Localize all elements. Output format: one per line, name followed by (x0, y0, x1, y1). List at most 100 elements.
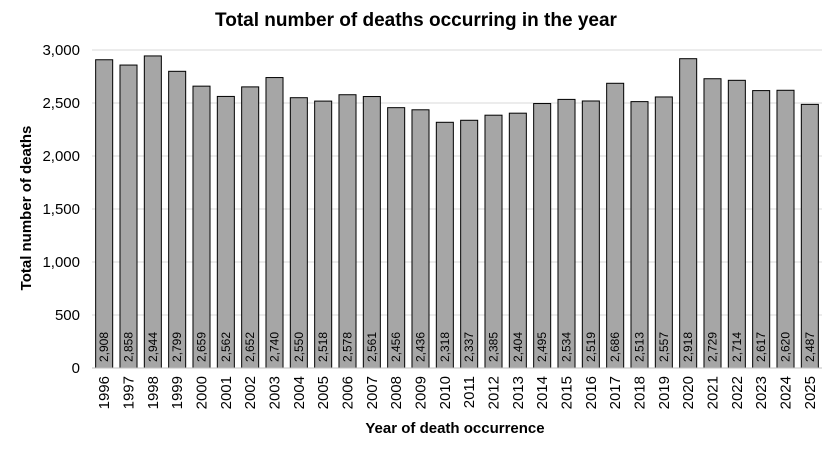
x-tick-label: 2025 (802, 376, 819, 409)
bar-value-label: 2,518 (316, 332, 330, 362)
bar-value-label: 2,617 (754, 332, 768, 362)
bar (265, 77, 284, 369)
x-axis-ticks: 1996 1997 1998 1999 2000 2001 2002 2003 2004 2005… (96, 376, 819, 409)
bar (800, 103, 819, 369)
bar-value-label: 2,487 (803, 332, 817, 362)
x-tick-label: 2023 (753, 376, 770, 409)
x-tick-label: 2010 (437, 376, 454, 409)
x-tick-label: 2022 (729, 376, 746, 409)
x-tick-label: 2013 (510, 376, 527, 409)
bar-value-label: 2,659 (195, 332, 209, 362)
bar (289, 97, 308, 369)
x-tick-label: 2004 (291, 376, 308, 409)
x-tick-label: 2024 (778, 376, 795, 409)
x-tick-label: 2017 (607, 376, 624, 409)
bar (435, 121, 454, 369)
bar-value-label: 2,456 (389, 332, 403, 362)
bar (362, 96, 381, 369)
bar-value-label: 2,318 (438, 332, 452, 362)
y-tick-label: 1,500 (42, 201, 80, 218)
x-tick-label: 2007 (364, 376, 381, 409)
bar-value-label: 2,495 (535, 332, 549, 362)
x-tick-label: 1999 (169, 376, 186, 409)
bar-value-label: 2,714 (730, 332, 744, 362)
x-tick-label: 2011 (461, 376, 478, 408)
bar (484, 114, 503, 369)
x-tick-label: 2021 (705, 376, 722, 409)
bar-value-label: 2,557 (657, 332, 671, 362)
y-axis-title: Total number of deaths (18, 126, 35, 291)
x-tick-label: 2001 (218, 376, 235, 409)
y-tick-label: 2,500 (42, 95, 80, 112)
bar (241, 86, 260, 369)
y-tick-label: 3,000 (42, 42, 80, 59)
bar (119, 64, 138, 369)
bar (387, 107, 406, 369)
x-tick-label: 2008 (388, 376, 405, 409)
x-tick-label: 2019 (656, 376, 673, 409)
x-axis-title: Year of death occurrence (365, 420, 544, 437)
x-tick-label: 1998 (145, 376, 162, 409)
x-tick-label: 2005 (315, 376, 332, 409)
bar (460, 119, 479, 369)
bar (727, 79, 746, 369)
bar-value-label: 2,799 (170, 332, 184, 362)
bar-value-label: 2,550 (292, 332, 306, 362)
bar-value-label: 2,944 (146, 332, 160, 362)
bar-value-label: 2,436 (414, 332, 428, 362)
bar (508, 112, 527, 369)
bar (606, 82, 625, 369)
x-tick-label: 1996 (96, 376, 113, 409)
bar-value-label: 2,562 (219, 332, 233, 362)
x-tick-label: 2018 (632, 376, 649, 409)
bar (533, 103, 552, 369)
bar-value-label: 2,918 (681, 332, 695, 362)
bar (654, 96, 673, 369)
bar (143, 55, 162, 369)
x-tick-label: 2006 (340, 376, 357, 409)
y-tick-label: 2,000 (42, 148, 80, 165)
bar (192, 85, 211, 369)
bars: 2,908 2,858 2,944 2,799 2,659 2,562 2,652 2,740… (95, 55, 819, 369)
x-tick-label: 2009 (413, 376, 430, 409)
y-axis-ticks: 0 500 1,000 1,500 2,000 2,500 3,000 (42, 42, 80, 377)
bar (411, 109, 430, 369)
bar-value-label: 2,404 (511, 332, 525, 362)
bar-value-label: 2,686 (608, 332, 622, 362)
bar-value-label: 2,385 (487, 332, 501, 362)
bar (703, 78, 722, 369)
bar-value-label: 2,908 (97, 332, 111, 362)
chart-title: Total number of deaths occurring in the … (215, 10, 617, 31)
bar-value-label: 2,858 (122, 332, 136, 362)
bar (752, 90, 771, 369)
bar-value-label: 2,513 (633, 332, 647, 362)
bar-value-label: 2,561 (365, 332, 379, 362)
bar-value-label: 2,578 (341, 332, 355, 362)
x-tick-label: 1997 (121, 376, 138, 409)
bar (581, 100, 600, 369)
bar (338, 94, 357, 369)
bar-value-label: 2,337 (462, 332, 476, 362)
bar-value-label: 2,519 (584, 332, 598, 362)
bar-value-label: 2,534 (560, 332, 574, 362)
y-tick-label: 1,000 (42, 254, 80, 271)
x-tick-label: 2002 (242, 376, 259, 409)
x-tick-label: 2020 (680, 376, 697, 409)
x-tick-label: 2003 (267, 376, 284, 409)
bar (679, 58, 698, 369)
bar (557, 98, 576, 369)
bar-value-label: 2,740 (268, 332, 282, 362)
x-tick-label: 2016 (583, 376, 600, 409)
gridlines (92, 49, 822, 316)
bar (314, 100, 333, 369)
y-tick-label: 500 (55, 307, 80, 324)
y-tick-label: 0 (72, 360, 80, 377)
bar-value-label: 2,620 (779, 332, 793, 362)
bar (216, 95, 235, 369)
x-tick-label: 2012 (486, 376, 503, 409)
bar-value-label: 2,729 (706, 332, 720, 362)
bar (776, 89, 795, 369)
bar (95, 59, 114, 369)
bar (630, 101, 649, 369)
